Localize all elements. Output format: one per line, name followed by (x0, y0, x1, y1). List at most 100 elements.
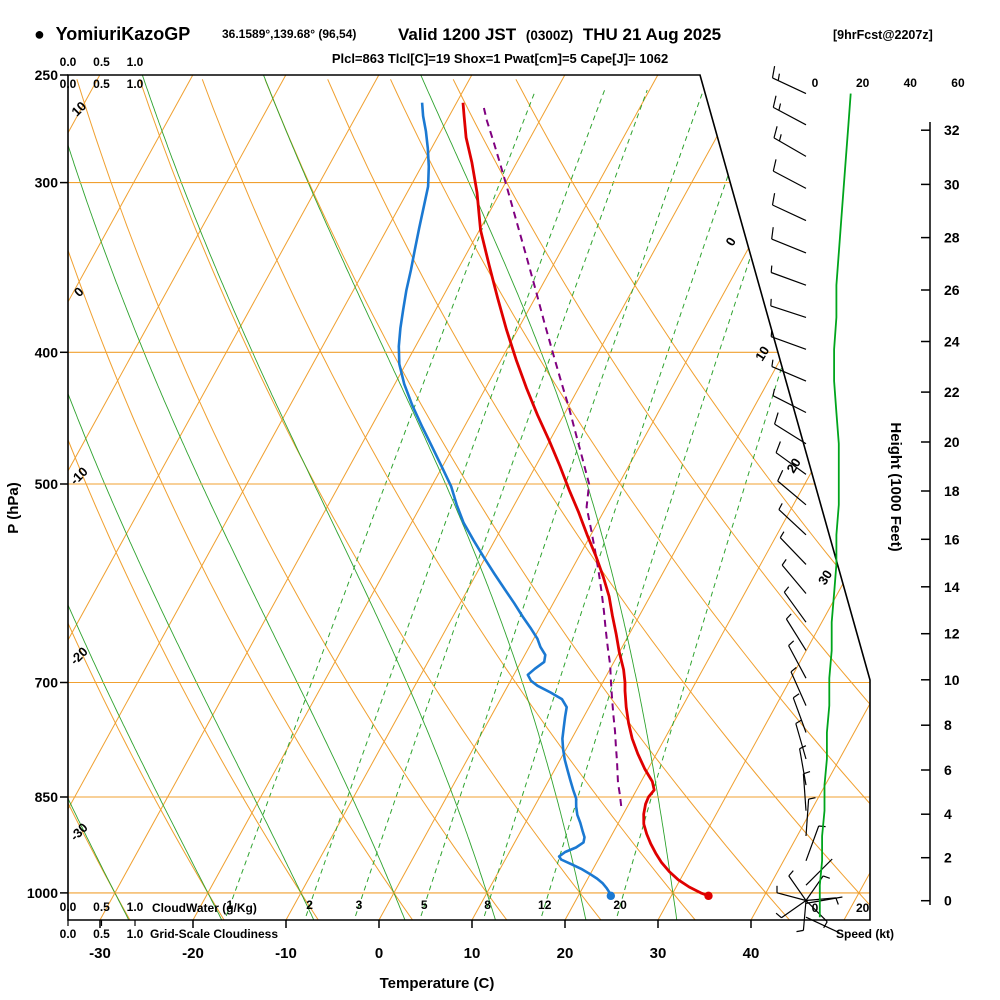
speed-tick: 20 (856, 76, 870, 90)
chart-title: ● YomiuriKazoGP (34, 24, 190, 44)
mixing-ratio-label: 5 (421, 898, 428, 912)
mixing-ratio-label: 2 (306, 898, 313, 912)
isotherm-line (68, 75, 194, 920)
pressure-tick-label: 1000 (27, 885, 58, 901)
cloudwater-tick: 0.0 (60, 900, 77, 914)
speed-axis-title: Speed (kt) (836, 927, 894, 941)
height-tick-label: 4 (944, 806, 952, 822)
cloudiness-tick: 0.0 (60, 77, 77, 91)
height-tick-label: 24 (944, 333, 960, 349)
pressure-tick-label: 250 (35, 67, 59, 83)
isotherm-line (68, 75, 287, 920)
height-tick-label: 12 (944, 626, 960, 642)
height-tick-label: 30 (944, 176, 960, 192)
isotherm-line (378, 75, 845, 920)
speed-tick: 20 (856, 901, 870, 915)
cloudwater-axis-title: CloudWater (g/Kg) (152, 901, 257, 915)
height-tick-label: 28 (944, 230, 960, 246)
isotherm-line (471, 75, 870, 920)
height-tick-label: 32 (944, 122, 960, 138)
mixing-ratio-label: 12 (538, 898, 552, 912)
isotherm-label: 0 (723, 235, 740, 249)
temp-tick-label: 40 (743, 945, 760, 962)
moist-adiabat-line (419, 75, 678, 920)
cloudiness-tick: 1.0 (127, 927, 144, 941)
isotherm-line (192, 75, 659, 920)
station-name: YomiuriKazoGP (56, 24, 191, 44)
dry-adiabat-line (264, 79, 790, 920)
temp-tick-label: 20 (557, 945, 574, 962)
dewpoint-curve (397, 102, 613, 897)
isotherm-label: 10 (752, 343, 772, 363)
pressure-tick-label: 500 (35, 476, 59, 492)
forecast-tag: [9hrFcst@2207z] (833, 28, 933, 42)
speed-tick: 40 (904, 76, 918, 90)
cloudwater-tick: 0.5 (93, 55, 110, 69)
dry-adiabat-line (390, 79, 870, 920)
pressure-tick-label: 300 (35, 175, 59, 191)
valid-date: THU 21 Aug 2025 (583, 25, 721, 44)
height-tick-label: 2 (944, 850, 952, 866)
speed-curve (818, 93, 852, 918)
temp-tick-label: -10 (275, 945, 297, 962)
adiabat-label: 0 (71, 284, 87, 300)
cloudwater-tick: 1.0 (127, 900, 144, 914)
cloudiness-tick: 0.5 (93, 927, 110, 941)
isotherm-line (99, 75, 566, 920)
pressure-tick-label: 700 (35, 674, 59, 690)
speed-profile (818, 93, 852, 918)
moist-adiabat-line (262, 75, 587, 920)
plot-border (67, 74, 871, 921)
moist-adiabat-line (68, 75, 406, 920)
parcel-curve (482, 104, 623, 807)
temp-tick-label: 0 (375, 945, 383, 962)
wind-barbs (770, 65, 843, 934)
sounding-curves (397, 102, 713, 901)
moist-adiabat-line (68, 75, 315, 920)
dry-adiabat-line (68, 79, 414, 920)
mixing-ratio-label: 3 (356, 898, 363, 912)
dry-adiabat-line (327, 79, 870, 920)
speed-tick: 60 (951, 76, 965, 90)
mixing-ratio-line (420, 89, 704, 917)
temp-tick-label: -30 (89, 945, 111, 962)
temperature-axis-title: Temperature (C) (380, 975, 495, 992)
dry-adiabat-line (76, 79, 508, 920)
dry-adiabat-line (201, 79, 696, 920)
mixing-ratio-label: 20 (613, 898, 627, 912)
height-tick-label: 16 (944, 531, 960, 547)
valid-time: Valid 1200 JST (0300Z) THU 21 Aug 2025 (398, 25, 721, 44)
surface-dewpoint-dot (606, 891, 616, 901)
mixing-ratio-line (355, 89, 648, 917)
background-grid (68, 75, 870, 920)
cloudiness-tick: 0.5 (93, 77, 110, 91)
isotherm-line (657, 75, 870, 920)
temp-tick-label: 30 (650, 945, 667, 962)
dry-adiabat-line (139, 79, 602, 920)
height-tick-label: 26 (944, 282, 960, 298)
mixing-ratio-line (305, 89, 606, 917)
dry-adiabat-line (515, 79, 870, 920)
temperature-curve (461, 102, 709, 898)
isotherm-line (285, 75, 752, 920)
moist-adiabat-line (68, 75, 223, 920)
station-bullet: ● (34, 24, 45, 44)
chart-layers: 123581220100-10-20-300102030-30-20-10010… (27, 55, 965, 962)
cloudwater-tick: 0.0 (60, 55, 77, 69)
height-tick-label: 14 (944, 579, 960, 595)
cloudwater-tick: 1.0 (127, 55, 144, 69)
mixing-ratio-line (225, 89, 536, 917)
mixing-ratio-label: 1 (227, 898, 234, 912)
isotherm-line (68, 75, 473, 920)
dry-adiabat-line (452, 79, 870, 920)
pressure-axis-title: P (hPa) (5, 482, 22, 533)
speed-tick: 0 (812, 76, 819, 90)
cloudiness-tick: 0.0 (60, 927, 77, 941)
cloudwater-tick: 0.5 (93, 900, 110, 914)
surface-temperature-dot (704, 891, 713, 901)
isotherm-label: 30 (815, 567, 835, 587)
isotherm-line (750, 75, 870, 920)
isotherm-line (843, 75, 870, 920)
